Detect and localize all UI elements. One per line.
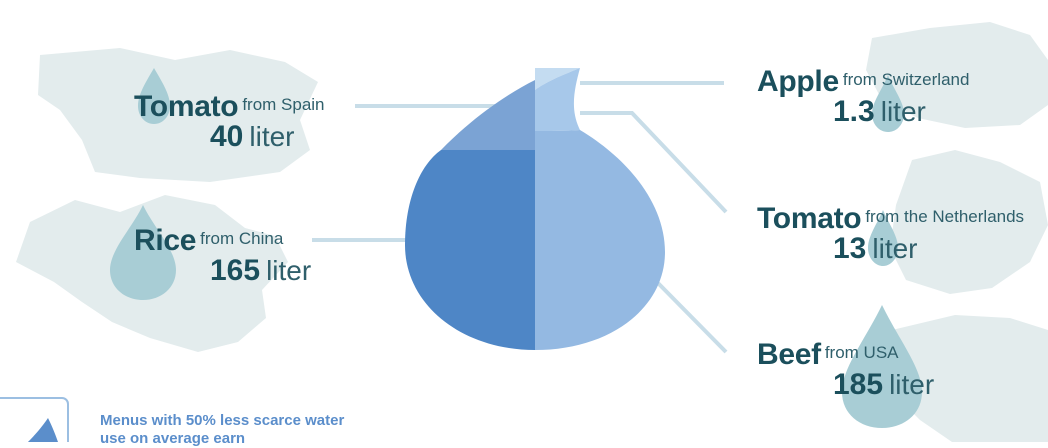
map-netherlands <box>890 150 1048 294</box>
item-amount: 1.3 <box>833 95 875 128</box>
drop-icon-netherlands <box>868 210 898 266</box>
drop-icon-china <box>110 205 176 300</box>
segment-tomato-spain <box>441 80 535 150</box>
map-spain <box>38 48 318 182</box>
item-amount: 40 <box>210 120 244 153</box>
segment-apple <box>535 68 580 90</box>
item-origin: from the Netherlands <box>865 207 1025 226</box>
drop-icon-switzerland <box>872 75 904 132</box>
item-amount: 13 <box>833 232 867 265</box>
item-name: Beef <box>757 338 821 371</box>
map-switzerland <box>866 22 1048 128</box>
item-name: Rice <box>134 224 197 257</box>
segment-rice <box>405 150 535 350</box>
segment-beef <box>535 130 665 350</box>
map-usa <box>875 315 1048 442</box>
item-unit: liter <box>266 255 312 286</box>
item-amount: 165 <box>210 254 261 287</box>
item-unit: liter <box>880 96 926 127</box>
item-name: Tomato <box>757 202 862 235</box>
item-name: Tomato <box>134 90 239 123</box>
connector-beef-usa <box>653 278 728 354</box>
item-amount: 185 <box>833 368 884 401</box>
footer-note: Menus with 50% less scarce water use on … <box>100 412 345 447</box>
item-unit: liter <box>872 233 918 264</box>
item-unit: liter <box>249 121 295 152</box>
item-unit: liter <box>889 369 935 400</box>
label-rice-china: Rice from China 165 liter <box>134 224 311 288</box>
drop-icon-usa <box>842 305 922 428</box>
item-origin: from USA <box>824 343 899 362</box>
menu-card-icon <box>0 397 69 442</box>
segment-tomato-netherlands <box>535 68 580 131</box>
connector-tomato-netherlands <box>580 111 728 214</box>
item-origin: from Switzerland <box>842 70 970 89</box>
item-origin: from China <box>200 229 284 248</box>
label-apple-switzerland: Apple from Switzerland 1.3 liter <box>757 65 969 129</box>
label-beef-usa: Beef from USA 185 liter <box>757 338 934 402</box>
water-drop-chart <box>405 68 665 350</box>
label-tomato-netherlands: Tomato from the Netherlands 13 liter <box>757 202 1024 266</box>
label-tomato-spain: Tomato from Spain 40 liter <box>134 90 325 154</box>
item-origin: from Spain <box>242 95 325 114</box>
item-name: Apple <box>757 65 839 98</box>
drop-icon-spain <box>138 68 170 124</box>
